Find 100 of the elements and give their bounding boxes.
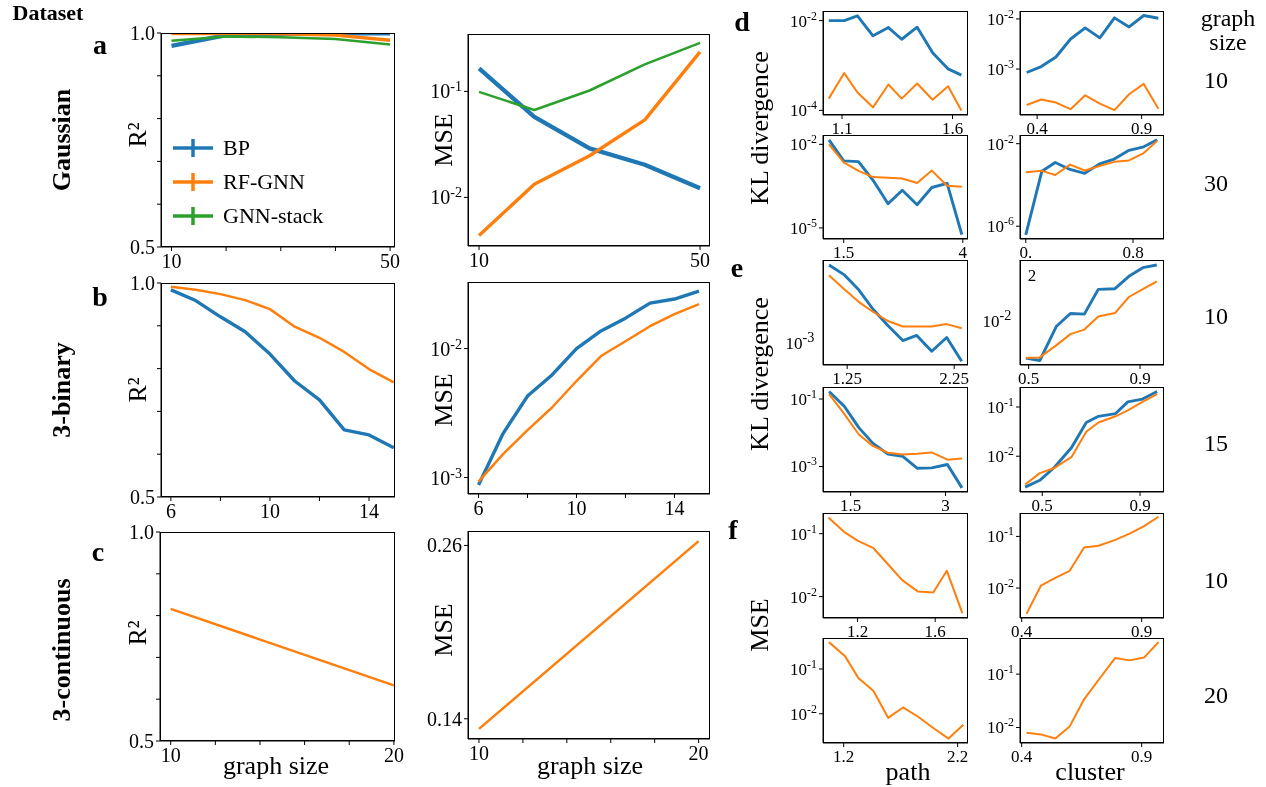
y-tick-label: 10$^{-1}$ [790,521,818,544]
y-tick-label: 10$^{-2}$ [430,184,462,209]
text: 3-binary [47,342,76,438]
text: a [93,29,107,60]
y-tick-label: 10$^{-2}$ [790,584,818,607]
text: 10 [1204,303,1228,329]
x-tick-label: 0.8 [1122,242,1144,262]
y-tick-label: 10$^{-1}$ [790,656,818,679]
x-tick-label: 20 [688,742,709,764]
y-tick-label: 10$^{-1}$ [987,394,1015,417]
y-tick-label: 10$^{-2}$ [987,715,1015,738]
y-tick-label: 10$^{-2}$ [790,132,818,155]
y-tick-label: 10$^{-1}$ [987,524,1015,547]
y-axis-title: MSE [429,603,458,657]
y-tick-label: 10$^{-4}$ [790,98,818,121]
y-tick-label: 10$^{-1}$ [987,662,1015,685]
x-tick-label: 1.2 [846,621,869,641]
y-axis-title: R² [123,377,152,403]
y-tick-label: 10$^{-3}$ [790,454,818,477]
x-tick-label: 14 [664,497,685,519]
y-tick-label: 10$^{-2}$ [790,8,818,31]
line-series [827,143,963,188]
x-tick-label: 0.9 [1129,495,1151,515]
x-tick-label: 50 [690,249,711,271]
x-tick-label: 1.2 [833,746,855,766]
y-tick-label: 0.26 [427,534,462,557]
y-tick-label: 10$^{-5}$ [790,215,818,238]
text: f [728,514,738,545]
x-tick-label: 1.6 [924,621,946,641]
line-series [1025,82,1160,112]
text: d [734,6,750,37]
line-series [827,72,963,112]
legend-label: RF-GNN [223,168,305,196]
x-tick-label: 10 [160,744,181,766]
y-axis-title: MSE [429,373,458,427]
x-tick-label: 50 [380,250,401,272]
x-tick-label: 4 [958,242,968,262]
x-tick-label: 2.2 [947,746,969,766]
x-tick-label: 0.4 [1011,621,1033,641]
y-axis-title: R² [123,620,152,646]
line-series [169,33,392,42]
x-tick-label: 10 [469,249,490,271]
line-series [169,288,395,450]
x-tick-label: 0.5 [1031,495,1053,515]
text: 10 [1204,567,1228,593]
x-axis-title: graph size [536,751,644,780]
y-tick-label: 10$^{-2}$ [987,576,1015,598]
y-tick-label: 1.0 [130,22,155,44]
text: 3-continuous [47,578,76,722]
legend-label: GNN-stack [223,202,324,230]
x-tick-label: 1.6 [941,118,964,138]
y-axis-title: MSE [745,598,774,652]
text: 15 [1204,430,1228,456]
y-tick-label: 0.14 [427,707,462,730]
line-series [827,14,963,77]
line-series [828,393,963,461]
x-tick-label: 2.25 [939,368,970,388]
x-axis-title: cluster [1055,757,1125,786]
x-tick-label: 1.25 [832,368,863,388]
x-tick-label: 3 [941,495,950,515]
y-tick-label: 10$^{-1}$ [430,78,462,103]
text: graph size [1199,5,1257,55]
text: Gaussian [47,88,76,192]
line-series [476,66,703,191]
x-tick-label: 0.4 [1026,118,1049,138]
y-tick-label: 10$^{-2}$ [430,336,462,360]
text: 20 [1204,682,1228,708]
text: b [92,281,108,312]
x-tick-label: 0.9 [1131,621,1153,641]
x-tick-label: 0.9 [1131,118,1153,138]
text: 30 [1204,170,1228,196]
y-tick-label: 1.0 [129,521,154,543]
annotation: 2 [1027,265,1037,285]
x-tick-label: 20 [383,744,404,766]
y-axis-title: MSE [429,113,458,167]
x-tick-label: 6 [473,497,484,519]
line-series [1024,139,1159,177]
text: c [91,536,105,567]
y-tick-label: 10$^{-2}$ [987,444,1015,467]
x-tick-label: 10 [468,742,489,764]
y-tick-label: 10$^{-1}$ [790,386,818,409]
x-tick-label: 10 [566,497,587,519]
x-tick-label: 0.4 [1011,746,1033,766]
x-tick-label: 10 [259,500,280,522]
text: 10 [1204,67,1228,93]
x-tick-label: 1.1 [831,118,853,138]
x-axis-title: graph size [222,751,330,780]
text: e [730,252,744,283]
y-tick-label: 1.0 [130,272,155,294]
y-axis-title: R² [123,122,152,148]
x-axis-title: path [885,757,931,786]
y-tick-label: 10$^{-6}$ [987,214,1015,237]
y-axis-title: KL divergence [745,297,774,451]
x-tick-label: 0.5 [1018,368,1040,388]
x-tick-label: 1.5 [839,495,862,515]
y-axis-title: KL divergence [745,51,774,205]
x-tick-label: 6 [165,500,176,522]
line-series [477,50,702,238]
y-tick-label: 10$^{-2}$ [987,131,1015,154]
x-tick-label: 1.5 [833,242,855,262]
